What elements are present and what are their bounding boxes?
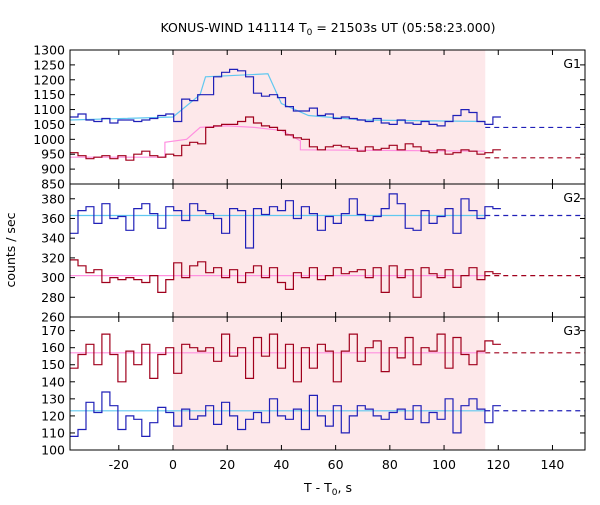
y-tick-label: 1300 [33,43,65,58]
panel-frame [69,316,586,451]
count-rate-step-series [70,68,501,127]
y-tick-label: 340 [41,231,65,246]
y-tick-label: 1200 [33,72,65,87]
y-tick-label: 1100 [33,102,65,117]
count-rate-step-series [70,193,501,249]
y-tick-label: 850 [41,177,65,192]
count-rate-step-series [70,333,501,383]
y-tick-label: 300 [41,270,65,285]
chart-title: KONUS-WIND 141114 T0 = 21503s UT (05:58:… [160,20,495,38]
count-rate-step-series [70,391,501,437]
count-rate-step-series [70,116,501,161]
y-tick-label: 110 [41,425,65,440]
x-axis-title-subscript: 0 [332,488,338,498]
y-tick-label: 280 [41,290,65,305]
panel-label-g2: G2 [563,190,581,205]
chart-title-suffix: = 21503s UT (05:58:23.000) [312,20,495,35]
panel-label-g3: G3 [563,323,581,338]
panel-g2: 260 280 300 320 340 360 380 G2 [41,183,586,325]
chart-title-prefix: KONUS-WIND 141114 T [160,20,306,35]
x-axis-title: T - T0, s [303,480,352,498]
y-tick-label: 1250 [33,57,65,72]
y-tick-label: 130 [41,391,65,406]
shaded-interval-group [173,50,486,450]
x-tick-label: 80 [382,457,398,472]
x-axis-title-suffix: , s [338,480,352,495]
y-tick-label: 100 [41,443,65,458]
y-tick-label: 120 [41,408,65,423]
y-tick-label: 950 [41,147,65,162]
y-tick-label: 140 [41,374,65,389]
y-tick-label: 1000 [33,132,65,147]
chart-title-subscript: 0 [307,28,313,38]
y-tick-label: 900 [41,162,65,177]
x-tick-label: 40 [273,457,289,472]
y-axis-title: counts / sec [3,212,18,287]
x-tick-label: 60 [328,457,344,472]
x-tick-label: 140 [541,457,565,472]
y-tick-label: 160 [41,340,65,355]
y-tick-label: 380 [41,191,65,206]
panel-g3: 100 110 120 130 140 150 160 170 G3 [41,316,586,458]
shaded-interval-g3 [173,317,486,450]
count-rate-step-series [70,259,501,298]
panel-label-g1: G1 [563,56,581,71]
x-axis-title-prefix: T - T [303,480,332,495]
x-tick-label: 120 [486,457,510,472]
y-tick-label: 320 [41,250,65,265]
x-tick-label: 0 [169,457,177,472]
x-tick-label: -20 [109,457,129,472]
y-tick-label: 360 [41,211,65,226]
y-tick-label: 260 [41,310,65,325]
x-tick-label: 20 [219,457,235,472]
y-tick-label: 1150 [33,87,65,102]
y-tick-label: 150 [41,357,65,372]
y-tick-label: 1050 [33,117,65,132]
fit-curve-line [70,125,486,158]
shaded-interval-g2 [173,184,486,317]
x-tick-label: 100 [432,457,456,472]
y-tick-label: 170 [41,323,65,338]
